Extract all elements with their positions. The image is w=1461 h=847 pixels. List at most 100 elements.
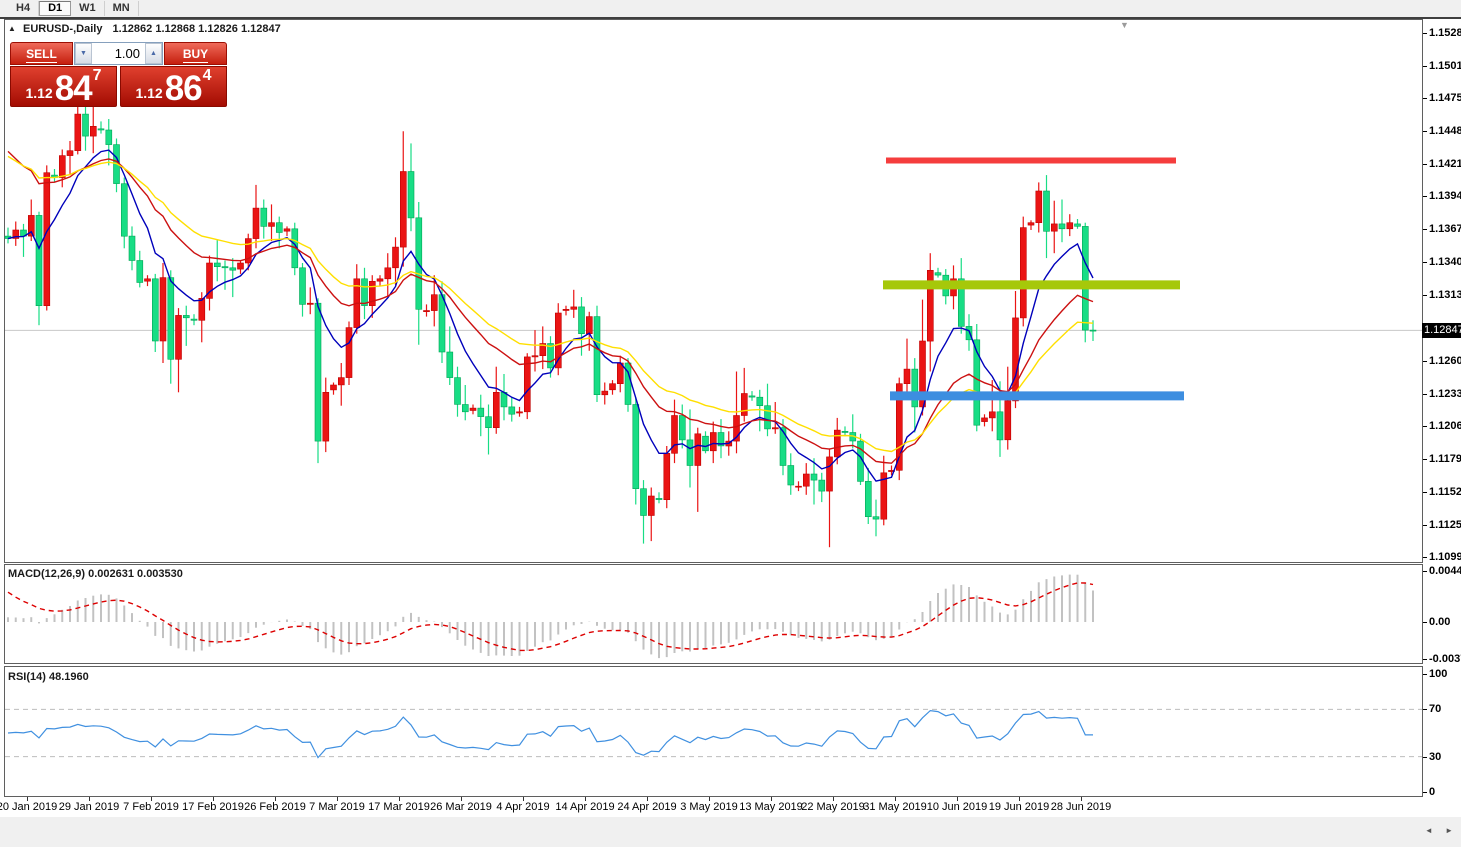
rsi-axis-tick [1423, 756, 1427, 758]
date-axis-label: 14 Apr 2019 [555, 801, 615, 813]
sell-price-sup: 7 [92, 67, 102, 84]
current-price-tag: 1.12847 [1422, 322, 1461, 338]
date-axis-tick [585, 797, 586, 801]
price-axis-label: 1.12330 [1429, 387, 1461, 400]
date-axis-label: 28 Jun 2019 [1050, 801, 1112, 813]
rsi-axis-tick [1423, 674, 1427, 675]
date-axis-tick [833, 797, 834, 801]
rsi-indicator-title: RSI(14) 48.1960 [8, 671, 89, 683]
price-axis-tick [1423, 458, 1427, 460]
volume-spinner: ▼ ▲ [74, 42, 163, 65]
tab-scroll-right-icon[interactable]: ► [1445, 826, 1453, 835]
date-axis-tick [151, 797, 152, 801]
timeframe-button-d1[interactable]: D1 [39, 1, 72, 16]
date-axis-tick [523, 797, 524, 801]
price-axis-tick [1423, 98, 1427, 100]
macd-axis-tick [1423, 571, 1427, 572]
rsi-axis-label: 70 [1429, 703, 1442, 716]
date-axis-tick [647, 797, 648, 801]
price-axis-tick [1423, 131, 1427, 133]
date-axis-tick [709, 797, 710, 801]
rsi-axis-label: 0 [1429, 786, 1436, 798]
date-axis-tick [275, 797, 276, 801]
date-axis-tick [89, 797, 90, 801]
tab-scroll-left-icon[interactable]: ◄ [1424, 826, 1433, 835]
chart-background [0, 19, 1461, 817]
sell-price-box[interactable]: 1.12 84 7 [10, 66, 117, 107]
timeframe-button-mn[interactable]: MN [105, 1, 139, 16]
price-axis-tick [1423, 262, 1427, 264]
date-axis-label: 10 Jun 2019 [926, 801, 988, 813]
tab-scroll-controls: ◄ ► [1415, 826, 1453, 835]
buy-button[interactable]: BUY [164, 42, 227, 65]
price-axis-label: 1.13135 [1429, 289, 1461, 302]
chart-symbol-label: EURUSD-,Daily [22, 23, 103, 35]
date-axis-label: 4 Apr 2019 [496, 801, 550, 813]
date-axis-label: 13 May 2019 [739, 801, 803, 813]
price-axis-label: 1.12065 [1429, 419, 1461, 432]
volume-decrease-button[interactable]: ▼ [75, 43, 92, 64]
price-axis-tick [1423, 33, 1427, 34]
buy-price-prefix: 1.12 [135, 85, 163, 101]
macd-axis-tick [1423, 622, 1427, 623]
buy-button-label: BUY [182, 47, 209, 63]
sell-button[interactable]: SELL [10, 42, 73, 65]
timeframe-button-w1[interactable]: W1 [71, 1, 105, 16]
price-axis-label: 1.11795 [1429, 452, 1461, 465]
price-axis-tick [1423, 393, 1427, 395]
rsi-axis-label: 100 [1429, 668, 1448, 680]
volume-input[interactable] [92, 43, 145, 64]
macd-axis-label: 0.004465 [1429, 565, 1461, 577]
buy-price-box[interactable]: 1.12 86 4 [120, 66, 227, 107]
price-axis-tick [1423, 229, 1427, 231]
price-axis-label: 1.11255 [1429, 518, 1461, 531]
collapse-panel-icon[interactable]: ▲ [8, 24, 16, 33]
date-axis-tick [1019, 797, 1020, 801]
date-axis-tick [461, 797, 462, 801]
chart-shift-marker-icon[interactable]: ▼ [1120, 20, 1129, 30]
timeframe-toolbar: H4 D1 W1 MN [0, 0, 1461, 19]
price-axis-label: 1.15285 [1429, 27, 1461, 39]
date-axis-label: 7 Feb 2019 [123, 801, 179, 813]
price-axis-label: 1.13405 [1429, 256, 1461, 269]
sell-price-prefix: 1.12 [25, 85, 53, 101]
date-axis-tick [1081, 797, 1082, 801]
date-axis-tick [337, 797, 338, 801]
price-axis-tick [1423, 164, 1427, 166]
date-axis-tick [27, 797, 28, 801]
chart-header: ▲ EURUSD-,Daily 1.12862 1.12868 1.12826 … [8, 23, 281, 35]
price-axis-tick [1423, 556, 1427, 558]
date-axis-label: 26 Feb 2019 [244, 801, 306, 813]
date-axis-tick [957, 797, 958, 801]
date-axis-tick [213, 797, 214, 801]
date-axis-tick [771, 797, 772, 801]
date-axis-label: 17 Feb 2019 [182, 801, 244, 813]
price-axis-tick [1423, 295, 1427, 297]
date-axis-tick [399, 797, 400, 801]
price-axis-tick [1423, 360, 1427, 362]
date-axis-label: 17 Mar 2019 [368, 801, 430, 813]
date-axis-label: 20 Jan 2019 [0, 801, 58, 813]
date-axis-label: 3 May 2019 [680, 801, 738, 813]
price-axis-label: 1.13945 [1429, 190, 1461, 203]
macd-indicator-title: MACD(12,26,9) 0.002631 0.003530 [8, 568, 183, 580]
macd-axis-label: 0.00 [1429, 616, 1451, 628]
volume-increase-button[interactable]: ▲ [145, 43, 162, 64]
price-axis-label: 1.14750 [1429, 92, 1461, 105]
buy-price-big: 86 [164, 69, 203, 108]
rsi-axis-tick [1423, 709, 1427, 711]
date-axis-label: 29 Jan 2019 [58, 801, 120, 813]
chart-ohlc-quotes: 1.12862 1.12868 1.12826 1.12847 [112, 23, 281, 35]
timeframe-button-h4[interactable]: H4 [8, 1, 40, 16]
price-axis-tick [1423, 524, 1427, 526]
date-axis-label: 7 Mar 2019 [309, 801, 365, 813]
price-axis-label: 1.14210 [1429, 158, 1461, 171]
price-axis-tick [1423, 425, 1427, 427]
date-axis-label: 22 May 2019 [801, 801, 865, 813]
macd-axis-tick [1423, 659, 1427, 660]
macd-axis-label: -0.003715 [1429, 653, 1461, 665]
sell-button-label: SELL [26, 47, 57, 63]
date-axis-tick [895, 797, 896, 801]
